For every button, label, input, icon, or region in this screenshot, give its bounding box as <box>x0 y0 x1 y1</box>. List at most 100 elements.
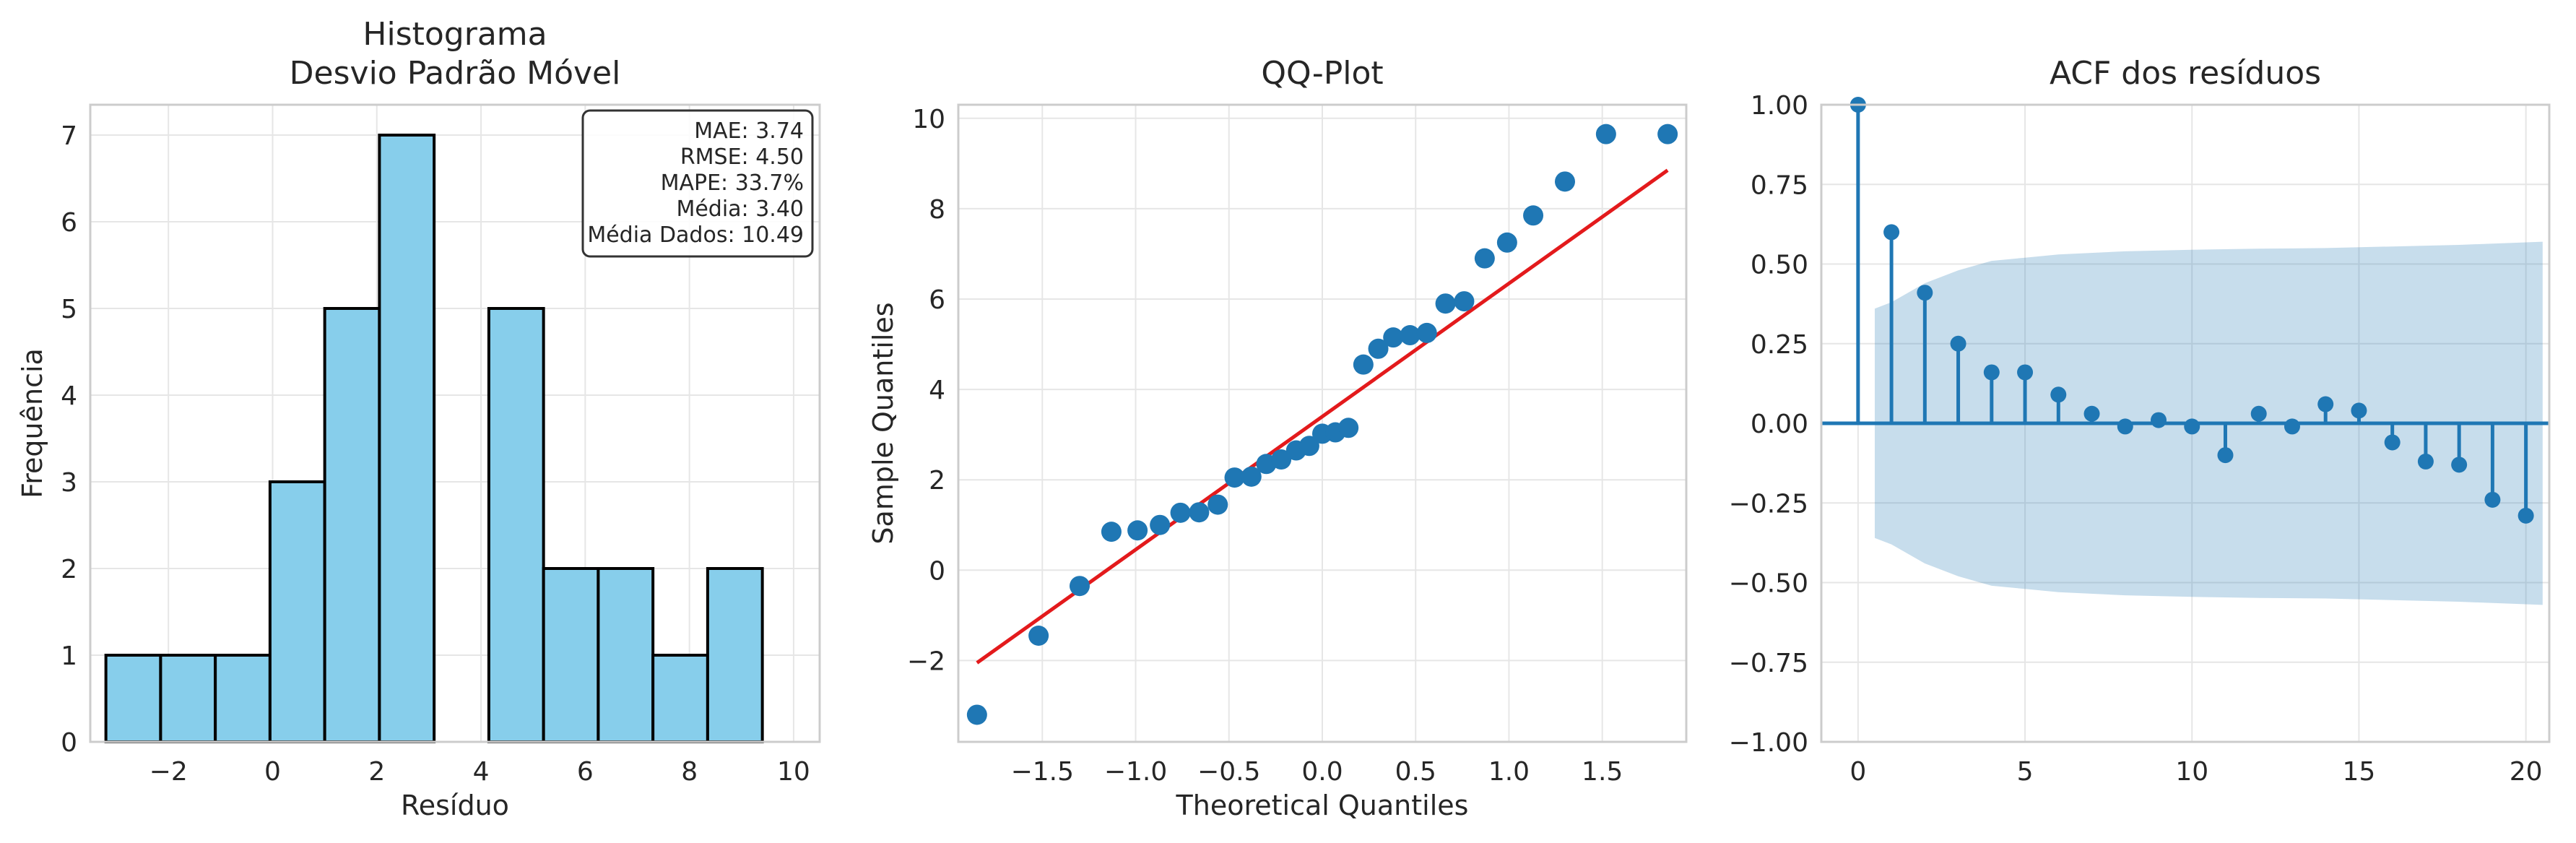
acf-stem-marker <box>2117 418 2133 435</box>
hist-xtick-label: 2 <box>368 757 385 787</box>
hist-ytick-label: 1 <box>61 641 77 671</box>
qq-point <box>1127 520 1148 541</box>
qq-point <box>1595 124 1616 144</box>
acf-stem-marker <box>2217 447 2234 464</box>
qq-point <box>1523 205 1544 226</box>
qq-ytick-label: 8 <box>929 195 945 225</box>
acf-xtick-label: 5 <box>2017 757 2034 787</box>
acf-axes-frame <box>1820 103 2551 743</box>
acf-ytick-label: 0.25 <box>1751 330 1808 360</box>
acf-stem-marker <box>2017 364 2034 381</box>
qq-ytick-label: −2 <box>907 647 945 676</box>
hist-bar <box>597 567 655 743</box>
qq-fit-line <box>976 168 1669 665</box>
acf-ytick-label: −1.00 <box>1729 728 1808 758</box>
acf-stem-marker <box>2518 507 2534 524</box>
hist-xtick-label: 0 <box>264 757 281 787</box>
acf-stem-marker <box>2184 418 2200 435</box>
hist-ytick-label: 7 <box>61 121 77 151</box>
hist-xtick-label: 10 <box>777 757 810 787</box>
qq-point <box>1241 466 1262 487</box>
hist-bar <box>651 654 709 743</box>
qq-point <box>1657 124 1678 144</box>
qq-xtick-label: 0.5 <box>1395 757 1436 787</box>
qq-xlabel: Theoretical Quantiles <box>1176 790 1469 821</box>
qq-ytick-label: 2 <box>929 466 945 496</box>
qq-ytick-label: 0 <box>929 556 945 586</box>
hist-bar <box>323 307 381 743</box>
hist-bar <box>159 654 217 743</box>
acf-ytick-label: −0.25 <box>1729 489 1808 519</box>
hist-bars <box>104 134 764 743</box>
acf-stem-marker <box>2384 434 2401 451</box>
acf-xtick-label: 10 <box>2175 757 2208 787</box>
hist-xtick-label: 6 <box>577 757 594 787</box>
acf-stem-marker <box>2083 405 2100 422</box>
qq-point <box>1353 354 1374 375</box>
qq-ylabel: Sample Quantiles <box>867 302 899 544</box>
qq-points <box>966 124 1678 725</box>
qq-point <box>1474 248 1495 269</box>
qq-xtick-label: 1.0 <box>1488 757 1530 787</box>
qq-point <box>1435 293 1456 314</box>
acf-xtick-label: 20 <box>2510 757 2543 787</box>
hist-ylabel: Frequência <box>17 348 48 498</box>
qq-axes-frame <box>957 103 1688 743</box>
acf-stem-marker <box>2284 418 2300 435</box>
acf-stem-marker <box>1983 364 2000 381</box>
acf-stem-marker <box>2417 453 2434 470</box>
acf-stem-marker <box>1950 335 1966 352</box>
acf-stem-marker <box>2050 386 2067 403</box>
qq-point <box>966 704 987 725</box>
qq-point <box>1338 418 1359 438</box>
acf-ytick-label: −0.75 <box>1729 649 1808 678</box>
acf-stem-marker <box>2484 491 2501 508</box>
acf-ytick-label: 0.50 <box>1751 251 1808 280</box>
acf-title: ACF dos resíduos <box>2050 55 2321 92</box>
hist-stats-line: Média Dados: 10.49 <box>587 222 804 248</box>
hist-bar <box>487 307 545 743</box>
qq-point <box>1101 522 1122 542</box>
hist-stats-line: MAE: 3.74 <box>694 118 804 144</box>
qq-xtick-label: −1.0 <box>1104 757 1167 787</box>
hist-ytick-label: 5 <box>61 295 77 324</box>
acf-xtick-label: 0 <box>1849 757 1866 787</box>
qq-point <box>1368 338 1389 359</box>
acf-stem-marker <box>2151 412 2167 428</box>
hist-ytick-label: 4 <box>61 381 77 411</box>
qq-point <box>1555 171 1575 192</box>
acf-ytick-label: 1.00 <box>1751 91 1808 121</box>
qq-point <box>1496 232 1517 253</box>
hist-title-line-2: Desvio Padrão Móvel <box>290 55 621 92</box>
hist-bar <box>706 567 764 743</box>
acf-ytick-label: 0.00 <box>1751 410 1808 439</box>
hist-bar <box>542 567 600 743</box>
hist-title-line-1: Histograma <box>363 16 547 53</box>
qq-ytick-label: 10 <box>912 105 945 134</box>
acf-ytick-label: 0.75 <box>1751 170 1808 200</box>
acf-stem-marker <box>1883 224 1900 241</box>
qq-point <box>1224 467 1245 488</box>
hist-ytick-label: 3 <box>61 468 77 498</box>
hist-ytick-label: 2 <box>61 555 77 584</box>
qq-point <box>1150 514 1171 535</box>
acf-stem-marker <box>2451 457 2468 473</box>
qq-point <box>1271 449 1292 470</box>
qq-xtick-label: 1.5 <box>1582 757 1623 787</box>
acf-stem-marker <box>1917 285 1933 301</box>
qq-point <box>1070 576 1090 597</box>
acf-stem-marker <box>2351 402 2367 419</box>
qq-ytick-label: 6 <box>929 285 945 315</box>
hist-xlabel: Resíduo <box>401 790 509 821</box>
hist-bar <box>214 654 272 743</box>
qq-title: QQ-Plot <box>1261 55 1383 92</box>
qq-point <box>1298 436 1319 457</box>
qq-xtick-label: −0.5 <box>1197 757 1260 787</box>
hist-stats-line: RMSE: 4.50 <box>680 144 804 170</box>
hist-ytick-label: 0 <box>61 728 77 758</box>
acf-xtick-label: 15 <box>2343 757 2376 787</box>
qq-point <box>1416 322 1437 343</box>
hist-stats-box <box>581 109 814 258</box>
acf-stem-marker <box>2250 405 2267 422</box>
